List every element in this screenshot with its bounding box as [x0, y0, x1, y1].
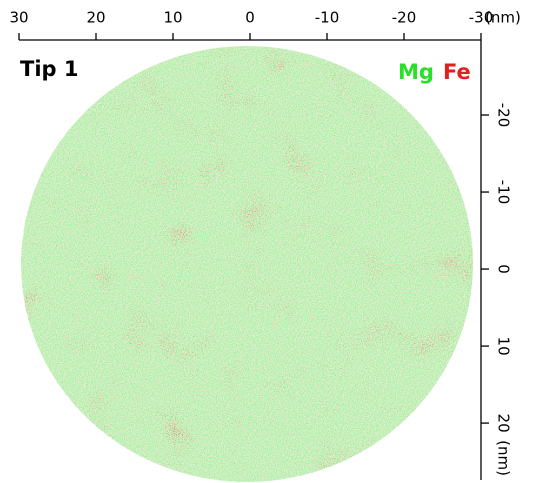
x-tick-label: -10: [315, 9, 340, 27]
x-tick-label: 0: [245, 9, 255, 27]
chart-title: Tip 1: [20, 57, 78, 81]
x-tick-label: -30: [469, 9, 494, 27]
x-tick-label: -20: [392, 9, 417, 27]
x-tick-label: 30: [9, 9, 28, 27]
y-tick-label: 10: [495, 337, 513, 356]
y-tick-label: -10: [495, 180, 513, 205]
y-tick-label: 0: [495, 264, 513, 274]
legend-label: Fe: [443, 60, 471, 84]
x-tick-label: 10: [163, 9, 182, 27]
x-tick-label: 20: [86, 9, 105, 27]
legend-label: Mg: [398, 60, 434, 84]
y-unit: (nm): [495, 440, 513, 476]
y-tick-label: -20: [495, 103, 513, 128]
y-tick-label: 20: [495, 414, 513, 433]
x-unit: (nm): [485, 9, 521, 27]
